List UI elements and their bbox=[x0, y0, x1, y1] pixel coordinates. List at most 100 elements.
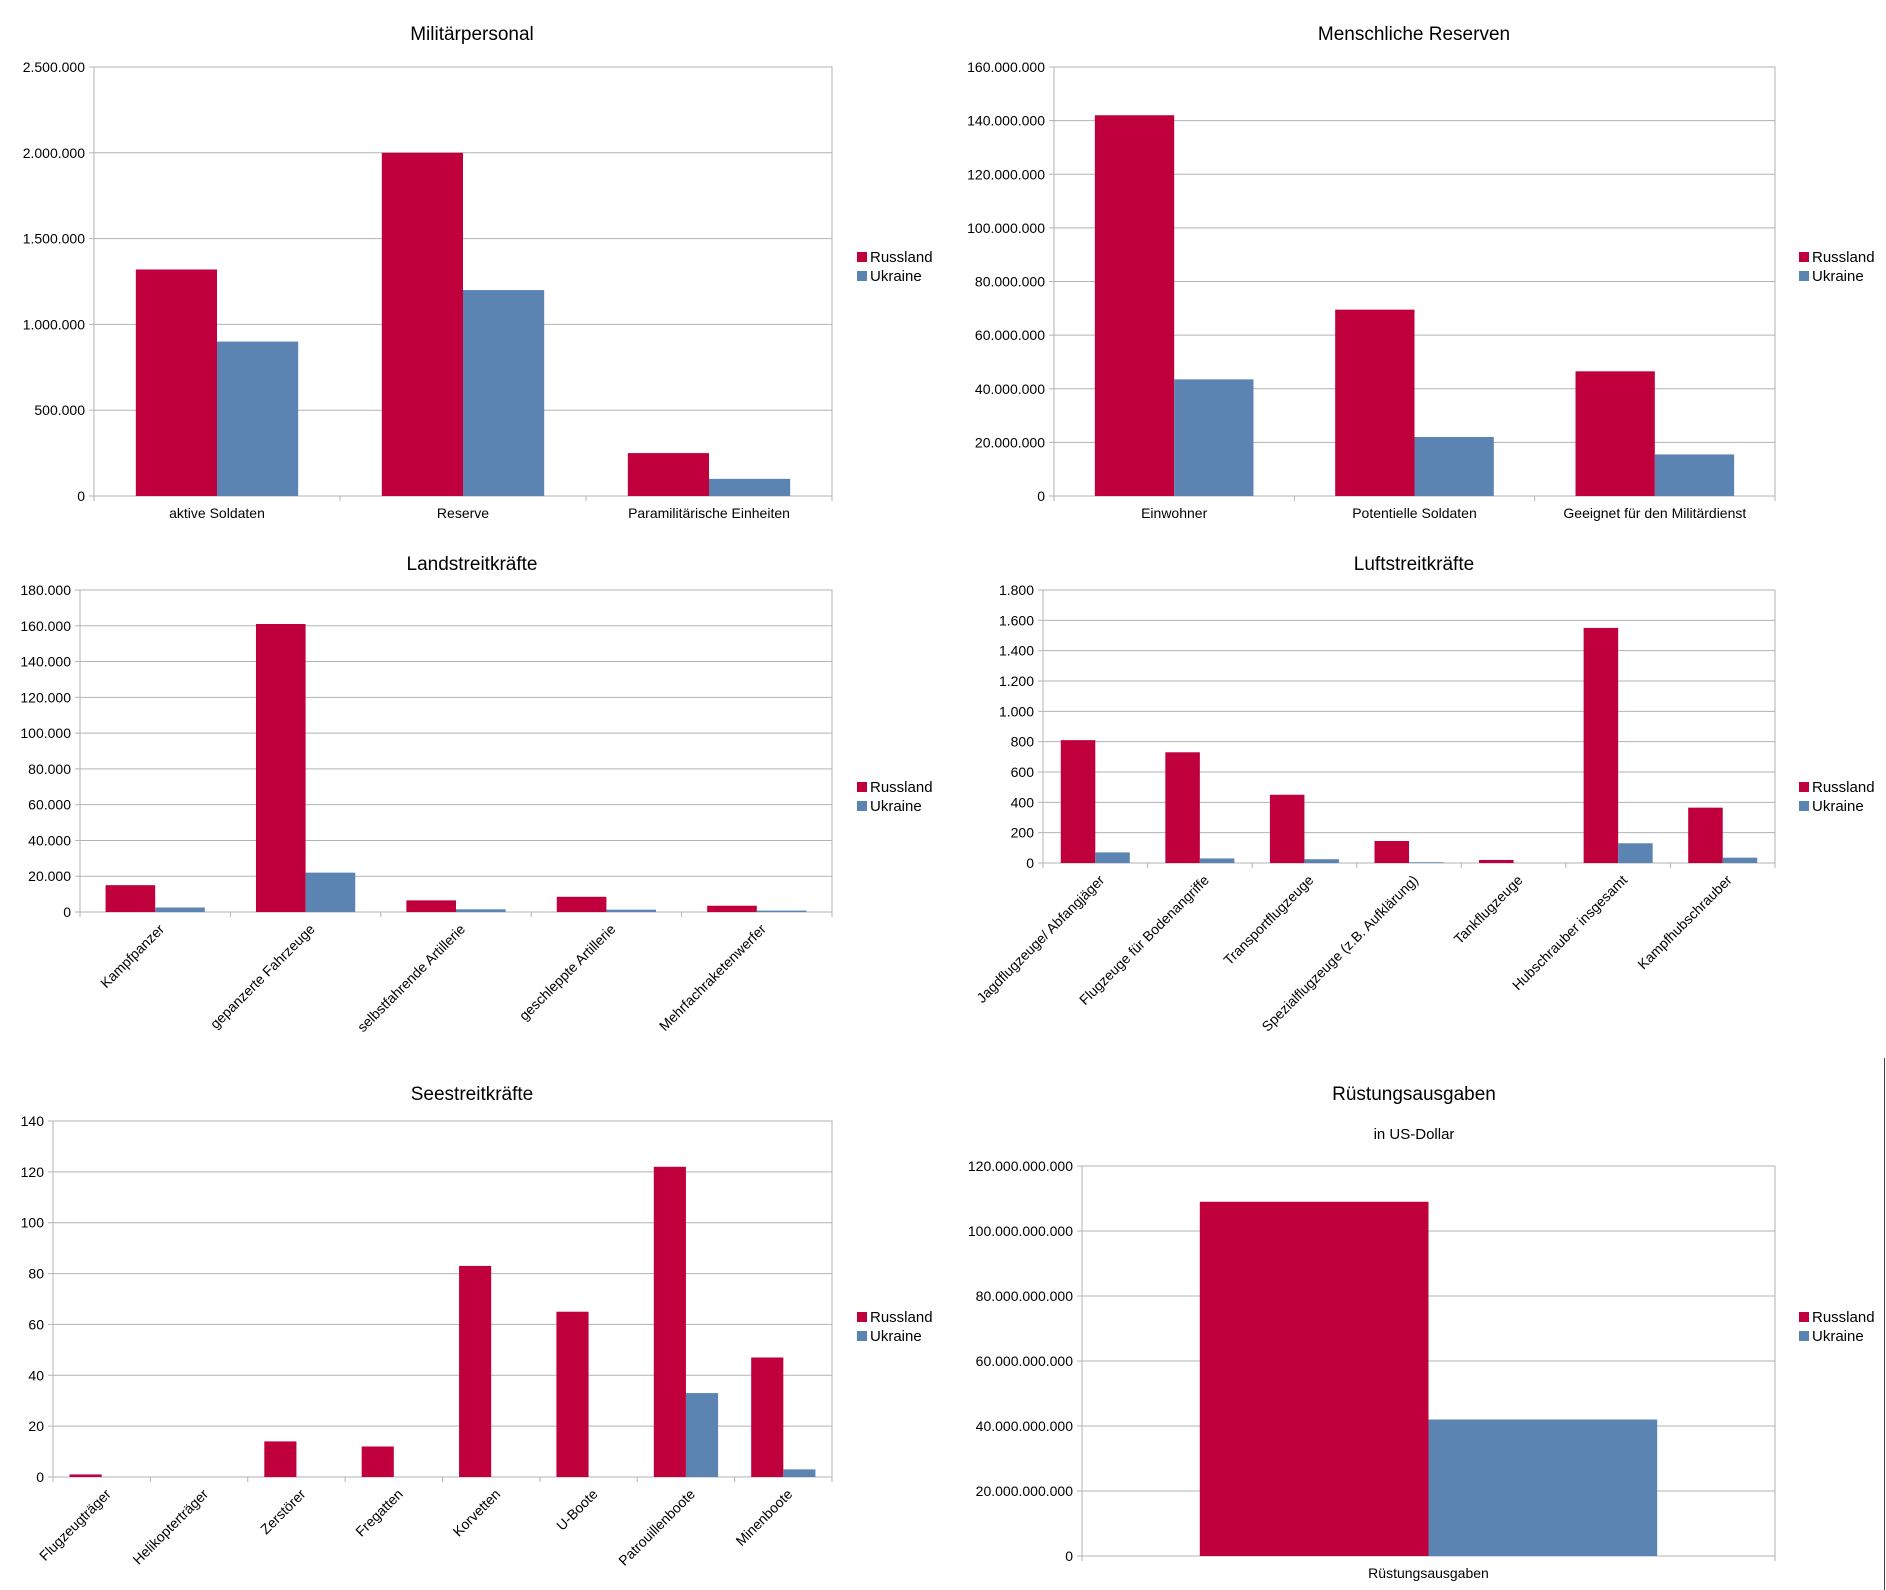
category-label: Mehrfachraketenwerfer bbox=[656, 921, 769, 1034]
legend-swatch-russland bbox=[1799, 1312, 1809, 1322]
category-label: Helikopterträger bbox=[129, 1486, 211, 1568]
bar-ukraine bbox=[1199, 858, 1235, 863]
legend: Russland Ukraine bbox=[857, 779, 933, 815]
category-label: Zerstörer bbox=[257, 1486, 309, 1538]
legend: Russland Ukraine bbox=[1799, 779, 1875, 815]
bar-russland bbox=[264, 1441, 297, 1477]
bar-ukraine bbox=[1304, 859, 1339, 863]
legend-swatch-russland bbox=[1799, 782, 1809, 792]
y-tick-label: 1.400 bbox=[999, 643, 1034, 659]
y-tick-label: 100.000.000.000 bbox=[968, 1223, 1073, 1239]
category-label: Rüstungsausgaben bbox=[1368, 1565, 1489, 1581]
legend-swatch-ukraine bbox=[857, 1331, 867, 1341]
y-tick-label: 2.500.000 bbox=[23, 59, 85, 75]
bar-russland bbox=[406, 900, 456, 912]
legend-label: Russland bbox=[870, 779, 933, 796]
bar-ukraine bbox=[217, 341, 299, 496]
bar-russland bbox=[1335, 309, 1415, 496]
bar-russland bbox=[69, 1474, 102, 1477]
bar-ukraine bbox=[756, 910, 807, 912]
legend-swatch-ukraine bbox=[1799, 1331, 1809, 1341]
bar-ukraine bbox=[1174, 379, 1254, 496]
bar-russland bbox=[707, 905, 757, 912]
bar-russland bbox=[1269, 794, 1305, 863]
y-tick-label: 40.000 bbox=[28, 832, 71, 848]
bar-russland bbox=[459, 1265, 492, 1477]
category-label: Transportflugzeuge bbox=[1220, 872, 1316, 968]
chart-seestreitkraefte: Seestreitkräfte 0 20 40 60 80 100 120 140 Flugzeu… bbox=[21, 1084, 933, 1569]
bar-russland bbox=[1199, 1201, 1429, 1556]
chart-title: Militärpersonal bbox=[410, 24, 534, 45]
y-tick-label: 20.000 bbox=[28, 868, 71, 884]
category-label: Potentielle Soldaten bbox=[1352, 505, 1477, 521]
bar-ukraine bbox=[463, 290, 545, 496]
y-tick-label: 1.000.000 bbox=[23, 316, 85, 332]
legend: Russland Ukraine bbox=[1799, 1309, 1875, 1345]
y-tick-label: 500.000 bbox=[34, 402, 85, 418]
y-tick-label: 60.000.000 bbox=[975, 327, 1045, 343]
legend-swatch-russland bbox=[857, 1312, 867, 1322]
bar-ukraine bbox=[155, 907, 205, 912]
y-tick-label: 80.000.000 bbox=[975, 274, 1045, 290]
legend-label: Ukraine bbox=[1812, 798, 1864, 815]
chart-militaerpersonal: Militärpersonal 0 500.000 1.000.000 1.500.00… bbox=[23, 24, 933, 521]
chart-title: Seestreitkräfte bbox=[411, 1084, 534, 1105]
legend-label: Russland bbox=[870, 1309, 933, 1326]
category-label: Einwohner bbox=[1141, 505, 1207, 521]
y-tick-label: 40.000.000 bbox=[975, 381, 1045, 397]
y-tick-label: 100.000.000 bbox=[967, 220, 1045, 236]
y-tick-label: 1.600 bbox=[999, 612, 1034, 628]
chart-title: Rüstungsausgaben bbox=[1332, 1084, 1496, 1105]
y-tick-label: 800 bbox=[1011, 734, 1035, 750]
y-tick-label: 60 bbox=[28, 1316, 44, 1332]
y-tick-label: 160.000.000 bbox=[967, 59, 1045, 75]
plot-area bbox=[1042, 589, 1776, 864]
bar-ukraine bbox=[1095, 852, 1130, 863]
bar-russland bbox=[627, 453, 709, 496]
y-tick-label: 140 bbox=[21, 1113, 45, 1129]
chart-subtitle: in US-Dollar bbox=[1374, 1126, 1455, 1143]
legend-label: Ukraine bbox=[870, 1328, 922, 1345]
category-label: Hubschrauber insgesamt bbox=[1509, 872, 1630, 993]
category-label: Korvetten bbox=[450, 1486, 504, 1540]
y-tick-label: 140.000.000 bbox=[967, 113, 1045, 129]
y-tick-label: 0 bbox=[1065, 1548, 1073, 1564]
y-tick-label: 60.000 bbox=[28, 797, 71, 813]
legend-label: Russland bbox=[1812, 779, 1875, 796]
bar-russland bbox=[556, 1311, 589, 1477]
legend-swatch-russland bbox=[857, 782, 867, 792]
y-tick-label: 1.000 bbox=[999, 703, 1034, 719]
category-label: Kampfhubschrauber bbox=[1634, 872, 1735, 973]
y-tick-label: 180.000 bbox=[20, 582, 71, 598]
category-label: Paramilitärische Einheiten bbox=[628, 505, 790, 521]
legend-swatch-ukraine bbox=[857, 271, 867, 281]
category-label: Tankflugzeuge bbox=[1451, 872, 1526, 947]
bar-ukraine bbox=[1654, 454, 1735, 496]
panel-edge-line bbox=[1884, 1058, 1885, 1590]
category-label: Patrouillenboote bbox=[615, 1486, 698, 1569]
y-tick-label: 40.000.000.000 bbox=[976, 1418, 1074, 1434]
bar-ukraine bbox=[1409, 862, 1444, 863]
bar-russland bbox=[1583, 627, 1619, 863]
legend-swatch-russland bbox=[857, 252, 867, 262]
y-tick-label: 60.000.000.000 bbox=[976, 1353, 1074, 1369]
y-tick-label: 160.000 bbox=[20, 618, 71, 634]
bar-russland bbox=[105, 885, 156, 912]
bar-ukraine bbox=[1414, 437, 1494, 496]
y-tick-label: 0 bbox=[77, 488, 85, 504]
bar-ukraine bbox=[1428, 1419, 1658, 1556]
y-tick-label: 20 bbox=[28, 1418, 44, 1434]
bar-russland bbox=[1575, 371, 1655, 496]
y-tick-label: 400 bbox=[1011, 794, 1035, 810]
legend-label: Russland bbox=[1812, 249, 1875, 266]
legend-label: Ukraine bbox=[870, 268, 922, 285]
y-tick-label: 600 bbox=[1011, 764, 1035, 780]
y-tick-label: 120 bbox=[21, 1164, 45, 1180]
legend: Russland Ukraine bbox=[857, 1309, 933, 1345]
legend-label: Ukraine bbox=[870, 798, 922, 815]
category-label: Fregatten bbox=[352, 1486, 406, 1540]
bar-russland bbox=[361, 1446, 394, 1477]
y-tick-label: 2.000.000 bbox=[23, 145, 85, 161]
category-label: Geeignet für den Militärdienst bbox=[1563, 505, 1746, 521]
y-tick-label: 120.000 bbox=[20, 689, 71, 705]
